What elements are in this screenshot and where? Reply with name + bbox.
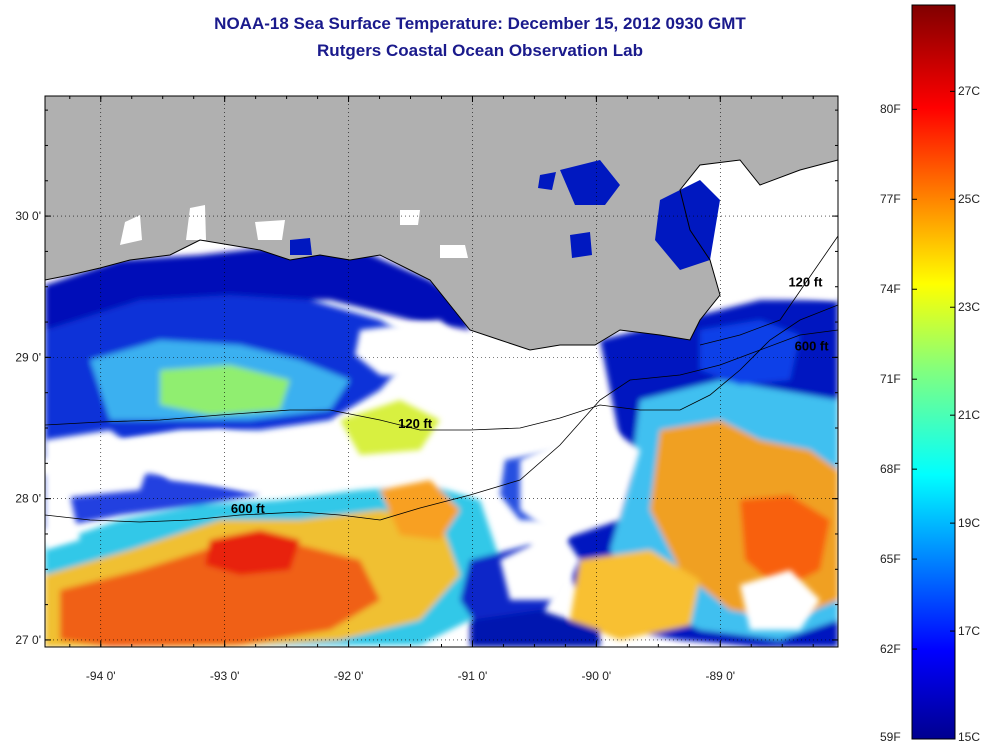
colorbar [911, 4, 956, 740]
colorbar-label-c: 25C [958, 192, 981, 207]
colorbar-label-f: 77F [880, 192, 901, 207]
lon-tick-label: -94 0' [86, 669, 116, 683]
colorbar-ticks [912, 90, 955, 740]
colorbar-label-c: 27C [958, 84, 981, 99]
colorbar-label-f: 74F [880, 282, 901, 297]
lat-tick-label: 30 0' [15, 209, 41, 223]
lon-tick-label: -89 0' [705, 669, 735, 683]
frame-ticks [45, 96, 838, 647]
colorbar-label-c: 15C [958, 730, 981, 744]
colorbar-label-f: 80F [880, 102, 901, 117]
lat-tick-label: 29 0' [15, 350, 41, 364]
map-area: 600 ft 120 ft 120 ft 600 ft [45, 96, 838, 647]
colorbar-label-f: 71F [880, 372, 901, 387]
lat-tick-label: 28 0' [15, 492, 41, 506]
lon-tick-label: -92 0' [334, 669, 364, 683]
lon-tick-label: -90 0' [582, 669, 612, 683]
isobath-labels: 600 ft 120 ft 120 ft 600 ft [231, 275, 829, 516]
lat-tick-label: 27 0' [15, 633, 41, 647]
isobath-label: 600 ft [231, 501, 266, 516]
isobath-label: 120 ft [788, 275, 823, 290]
isobath-120ft [45, 304, 838, 431]
land-mass [45, 96, 838, 350]
colorbar-label-f: 65F [880, 552, 901, 567]
colorbar-label-f: 59F [880, 730, 901, 744]
colorbar-label-c: 21C [958, 408, 981, 423]
colorbar-gradient [911, 4, 956, 740]
colorbar-label-c: 17C [958, 624, 981, 639]
lon-tick-label: -91 0' [458, 669, 488, 683]
map-subtitle: Rutgers Coastal Ocean Observation Lab [317, 41, 643, 60]
coastline [45, 159, 838, 351]
map-title: NOAA-18 Sea Surface Temperature: Decembe… [214, 14, 746, 33]
cloud-patches [45, 150, 838, 630]
isobath-label: 600 ft [795, 338, 830, 353]
nearshore-water [120, 160, 720, 270]
colorbar-label-c: 19C [958, 516, 981, 531]
colorbar-label-c: 23C [958, 300, 981, 315]
colorbar-label-f: 68F [880, 462, 901, 477]
grid-lines [45, 96, 838, 647]
isobath-label: 120 ft [398, 416, 433, 431]
lon-tick-label: -93 0' [210, 669, 240, 683]
colorbar-label-f: 62F [880, 642, 901, 657]
axis-labels: -94 0' -93 0' -92 0' -91 0' -90 0' -89 0' 27 0… [15, 209, 735, 683]
